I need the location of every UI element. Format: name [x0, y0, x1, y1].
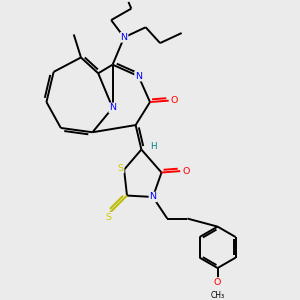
Text: N: N — [109, 103, 116, 112]
Text: S: S — [105, 213, 111, 222]
Text: H: H — [150, 142, 157, 151]
Text: O: O — [182, 167, 190, 176]
Text: N: N — [149, 193, 156, 202]
Text: O: O — [214, 278, 221, 287]
Text: CH₃: CH₃ — [211, 291, 225, 300]
Text: S: S — [118, 164, 124, 173]
Text: O: O — [171, 96, 178, 105]
Text: N: N — [121, 33, 128, 42]
Text: N: N — [135, 72, 142, 81]
